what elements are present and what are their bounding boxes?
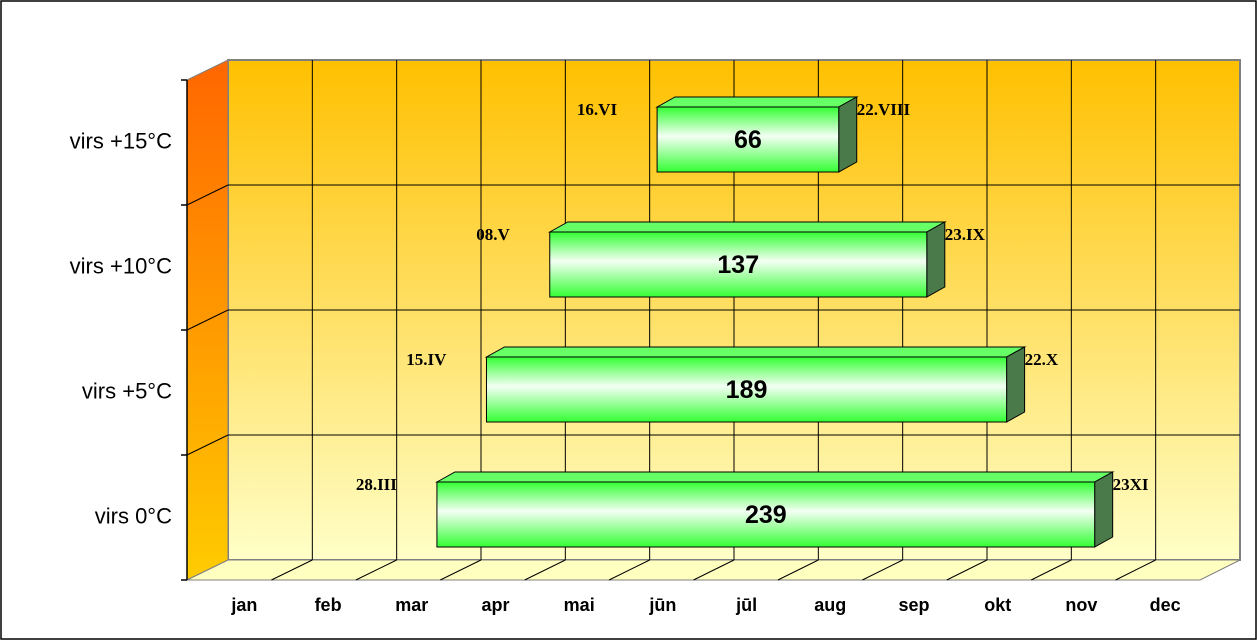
floor-line	[440, 559, 482, 581]
start-label: 16.VI	[577, 100, 618, 119]
end-label: 23.IX	[945, 225, 986, 244]
start-label: 15.IV	[406, 350, 447, 369]
side-grid-line	[186, 309, 229, 331]
x-tick-label: feb	[315, 595, 342, 615]
bar	[656, 106, 840, 173]
bar	[436, 481, 1096, 548]
floor-line	[693, 559, 735, 581]
x-tick-label: okt	[984, 595, 1011, 615]
x-tick-label: jūn	[648, 595, 676, 615]
floor-line	[608, 559, 650, 581]
bar-top	[547, 221, 947, 233]
x-tick-label: aug	[814, 595, 846, 615]
x-tick-label: sep	[899, 595, 930, 615]
end-label: 23XI	[1113, 475, 1149, 494]
x-tick-label: jūl	[735, 595, 757, 615]
value-label: 137	[717, 251, 759, 279]
value-label: 66	[734, 126, 762, 154]
bar	[485, 356, 1008, 423]
x-tick-label: jan	[230, 595, 257, 615]
end-label: 22.X	[1025, 350, 1059, 369]
start-label: 08.V	[476, 225, 510, 244]
x-tick-label: nov	[1065, 595, 1097, 615]
value-label: 189	[726, 376, 768, 404]
floor-line	[271, 559, 313, 581]
bar-top	[434, 471, 1115, 483]
floor-line	[946, 559, 988, 581]
bar-side	[1006, 346, 1026, 423]
floor-line	[1115, 559, 1156, 581]
bar-top	[484, 346, 1027, 358]
value-label: 239	[745, 501, 787, 529]
y-tick-label: virs 0°C	[95, 503, 172, 528]
bar	[549, 231, 928, 298]
floor-line	[524, 559, 566, 581]
start-label: 28.III	[356, 475, 397, 494]
x-tick-label: mai	[564, 595, 595, 615]
bar-side	[838, 96, 858, 173]
y-tick-label: virs +15°C	[70, 128, 172, 153]
y-tick-label: virs +5°C	[82, 378, 172, 403]
bar-side	[1094, 471, 1114, 548]
y-tick-label: virs +10°C	[70, 253, 172, 278]
x-tick-label: dec	[1150, 595, 1181, 615]
bar-side	[926, 221, 946, 298]
floor-line	[777, 559, 819, 581]
floor-line	[862, 559, 903, 581]
end-label: 22.VIII	[857, 100, 911, 119]
floor-line	[355, 559, 397, 581]
bar-top	[655, 96, 859, 108]
x-tick-label: mar	[395, 595, 428, 615]
floor-line	[1030, 559, 1072, 581]
side-grid-line	[186, 434, 229, 456]
side-grid-line	[186, 184, 229, 206]
x-tick-label: apr	[481, 595, 509, 615]
